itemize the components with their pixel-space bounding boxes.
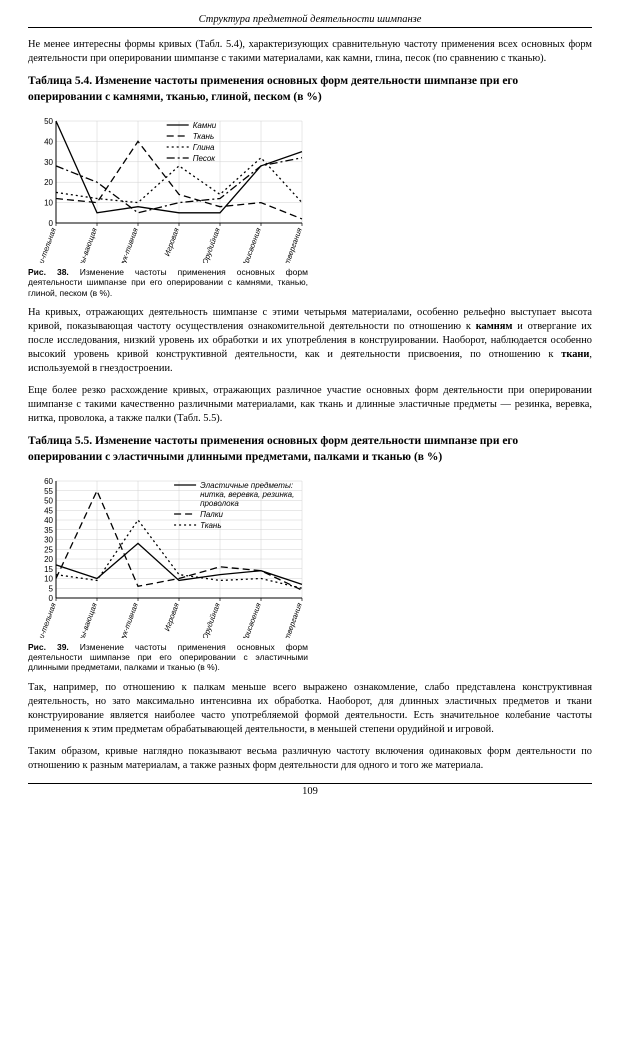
- svg-text:Игровая: Игровая: [162, 227, 180, 258]
- paragraph-3: Еще более резко расхождение кривых, отра…: [28, 384, 592, 426]
- svg-text:Ознакоми-тельная: Ознакоми-тельная: [28, 602, 58, 638]
- svg-text:25: 25: [44, 545, 53, 554]
- svg-text:Ознакоми-тельная: Ознакоми-тельная: [28, 227, 58, 263]
- svg-text:50: 50: [44, 497, 53, 506]
- svg-text:Отвергания: Отвергания: [280, 227, 304, 263]
- svg-text:Орудийная: Орудийная: [200, 602, 222, 638]
- svg-text:40: 40: [44, 138, 53, 147]
- svg-text:Песок: Песок: [193, 154, 217, 163]
- svg-text:50: 50: [44, 117, 53, 126]
- paragraph-intro: Не менее интересны формы кривых (Табл. 5…: [28, 38, 592, 66]
- page-number: 109: [28, 786, 592, 797]
- svg-text:нитка, веревка, резинка,: нитка, веревка, резинка,: [200, 490, 294, 499]
- figure-39-caption: Рис. 39. Изменение частоты применения ос…: [28, 642, 308, 673]
- svg-text:проволока: проволока: [200, 499, 239, 508]
- svg-text:20: 20: [44, 178, 53, 187]
- svg-text:Обрабаты-вающая: Обрабаты-вающая: [67, 227, 99, 263]
- figure-38-block: 01020304050Ознакоми-тельнаяОбрабаты-вающ…: [28, 113, 592, 298]
- paragraph-2: На кривых, отражающих деятельность шимпа…: [28, 306, 592, 376]
- table-5-5-heading: Таблица 5.5. Изменение частоты применени…: [28, 434, 592, 465]
- svg-text:20: 20: [44, 555, 53, 564]
- svg-text:Ткань: Ткань: [200, 521, 221, 530]
- figure-38-caption: Рис. 38. Изменение частоты применения ос…: [28, 267, 308, 298]
- svg-text:55: 55: [44, 487, 53, 496]
- svg-text:Эластичные предметы:: Эластичные предметы:: [200, 481, 293, 490]
- svg-text:45: 45: [44, 506, 53, 515]
- footer-rule: [28, 783, 592, 784]
- svg-text:Конструк-тивная: Конструк-тивная: [110, 602, 140, 638]
- svg-text:30: 30: [44, 158, 53, 167]
- svg-text:30: 30: [44, 536, 53, 545]
- figure-39-chart: 051015202530354045505560Ознакоми-тельная…: [28, 473, 308, 638]
- svg-text:Ткань: Ткань: [193, 132, 214, 141]
- running-header: Структура предметной деятельности шимпан…: [28, 14, 592, 27]
- figure-39-block: 051015202530354045505560Ознакоми-тельная…: [28, 473, 592, 673]
- svg-text:Камни: Камни: [193, 121, 217, 130]
- svg-text:15: 15: [44, 565, 53, 574]
- svg-text:Глина: Глина: [193, 143, 215, 152]
- svg-text:Отвергания: Отвергания: [280, 602, 304, 638]
- figure-38-chart: 01020304050Ознакоми-тельнаяОбрабаты-вающ…: [28, 113, 308, 263]
- svg-text:Палки: Палки: [200, 510, 223, 519]
- svg-text:Конструк-тивная: Конструк-тивная: [110, 227, 140, 263]
- svg-text:40: 40: [44, 516, 53, 525]
- svg-text:60: 60: [44, 477, 53, 486]
- svg-text:35: 35: [44, 526, 53, 535]
- svg-text:10: 10: [44, 575, 53, 584]
- svg-text:Присвоения: Присвоения: [240, 227, 263, 263]
- svg-text:Обрабаты-вающая: Обрабаты-вающая: [67, 602, 99, 638]
- header-rule: [28, 27, 592, 28]
- svg-text:5: 5: [49, 584, 54, 593]
- table-5-4-heading: Таблица 5.4. Изменение частоты применени…: [28, 74, 592, 105]
- paragraph-5: Таким образом, кривые наглядно показываю…: [28, 745, 592, 773]
- svg-text:Игровая: Игровая: [162, 602, 180, 633]
- svg-text:10: 10: [44, 199, 53, 208]
- svg-text:Орудийная: Орудийная: [200, 227, 222, 263]
- paragraph-4: Так, например, по отношению к палкам мен…: [28, 681, 592, 737]
- svg-text:Присвоения: Присвоения: [240, 602, 263, 638]
